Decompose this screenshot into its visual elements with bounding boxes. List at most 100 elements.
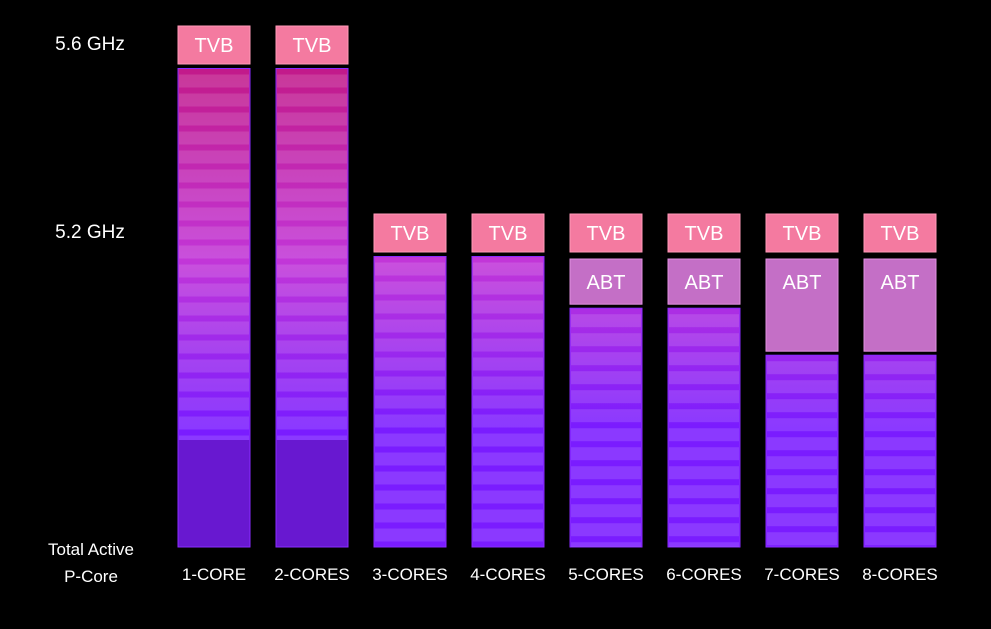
bar-stripe — [179, 207, 249, 221]
bar-stripe — [277, 131, 347, 145]
bar-stripe — [277, 378, 347, 392]
bar-stripe — [179, 283, 249, 297]
bar-stripe — [375, 433, 445, 447]
bar-body — [373, 256, 447, 548]
bar-stripe — [571, 333, 641, 347]
bar-stripe — [473, 357, 543, 371]
bar-stripe — [179, 321, 249, 335]
bar-stripe — [375, 471, 445, 485]
x-tick-label: 2-CORES — [274, 565, 350, 584]
bar-stripe — [865, 532, 935, 546]
bar-8-cores: TVB ABT — [863, 213, 937, 548]
bar-stripe — [473, 433, 543, 447]
bar-stripe — [669, 485, 739, 499]
bar-stripe — [375, 452, 445, 466]
bar-stripe — [767, 532, 837, 546]
tvb-segment — [569, 213, 643, 253]
bar-1-core: TVB — [177, 25, 251, 548]
bar-4-cores: TVB — [471, 213, 545, 548]
bar-body — [667, 307, 741, 548]
bar-stripe — [571, 371, 641, 385]
bar-stripe — [277, 397, 347, 411]
bar-base-solid — [276, 440, 348, 547]
bar-stripe — [669, 542, 739, 547]
bar-stripe — [865, 475, 935, 489]
abt-label: ABT — [587, 272, 626, 294]
tvb-label: TVB — [881, 223, 920, 245]
tvb-label: TVB — [293, 35, 332, 57]
bar-stripe — [473, 319, 543, 333]
bar-stripe — [179, 226, 249, 240]
tvb-label: TVB — [195, 35, 234, 57]
bar-stripe — [179, 188, 249, 202]
bar-stripe — [277, 150, 347, 164]
bar-stripe — [865, 399, 935, 413]
x-tick-label: 5-CORES — [568, 565, 644, 584]
bar-stripe — [179, 150, 249, 164]
bar-stripe — [277, 74, 347, 88]
bar-stripe — [571, 523, 641, 537]
abt-segment — [569, 258, 643, 305]
bar-stripe — [179, 131, 249, 145]
bar-6-cores: TVB ABT — [667, 213, 741, 548]
tvb-label: TVB — [391, 223, 430, 245]
bar-2-cores: TVB — [275, 25, 349, 548]
bar-stripe — [571, 542, 641, 547]
bar-stripe — [473, 528, 543, 542]
bar-stripe — [375, 338, 445, 352]
bar-stripe — [179, 169, 249, 183]
bar-stripe — [277, 93, 347, 107]
x-axis-title: Total Active P-Core — [30, 536, 152, 590]
tvb-segment — [667, 213, 741, 253]
bar-stripe — [277, 435, 347, 440]
bar-body — [471, 256, 545, 548]
bar-stripe — [865, 418, 935, 432]
bar-stripe — [473, 300, 543, 314]
bar-stripe — [473, 281, 543, 295]
tvb-segment — [373, 213, 447, 253]
bar-stripe — [767, 418, 837, 432]
bar-base-solid — [178, 440, 250, 547]
bar-stripe — [277, 321, 347, 335]
bar-stripe — [375, 509, 445, 523]
bar-stripe — [571, 447, 641, 461]
bar-stripe — [767, 437, 837, 451]
abt-label: ABT — [685, 272, 724, 294]
bar-stripe — [179, 340, 249, 354]
abt-segment — [765, 258, 839, 352]
tvb-segment — [471, 213, 545, 253]
bar-stripe — [375, 528, 445, 542]
x-tick-label: 6-CORES — [666, 565, 742, 584]
x-axis-title-line-1: Total Active — [48, 540, 134, 559]
x-tick-label: 7-CORES — [764, 565, 840, 584]
bar-stripe — [277, 112, 347, 126]
bar-stripe — [473, 471, 543, 485]
bar-stripe — [767, 380, 837, 394]
bar-stripe — [767, 513, 837, 527]
bar-stripe — [571, 485, 641, 499]
bar-stripe — [473, 395, 543, 409]
bar-stripe — [571, 352, 641, 366]
bar-stripe — [179, 359, 249, 373]
bar-stripe — [669, 409, 739, 423]
bar-stripe — [375, 376, 445, 390]
bar-stripe — [571, 428, 641, 442]
x-tick-label: 1-CORE — [181, 565, 247, 584]
bar-stripe — [179, 112, 249, 126]
bar-stripe — [767, 456, 837, 470]
bar-stripe — [179, 264, 249, 278]
bar-stripe — [473, 262, 543, 276]
x-tick-label: 4-CORES — [470, 565, 546, 584]
bar-stripe — [277, 169, 347, 183]
bar-stripe — [571, 390, 641, 404]
bar-stripe — [669, 371, 739, 385]
bar-stripe — [571, 466, 641, 480]
bar-stripe — [179, 245, 249, 259]
bar-stripe — [375, 395, 445, 409]
bar-stripe — [375, 414, 445, 428]
bar-body — [569, 307, 643, 548]
y-tick-label-5.6: 5.6 GHz — [55, 34, 125, 55]
bar-stripe — [669, 504, 739, 518]
tvb-segment — [765, 213, 839, 253]
